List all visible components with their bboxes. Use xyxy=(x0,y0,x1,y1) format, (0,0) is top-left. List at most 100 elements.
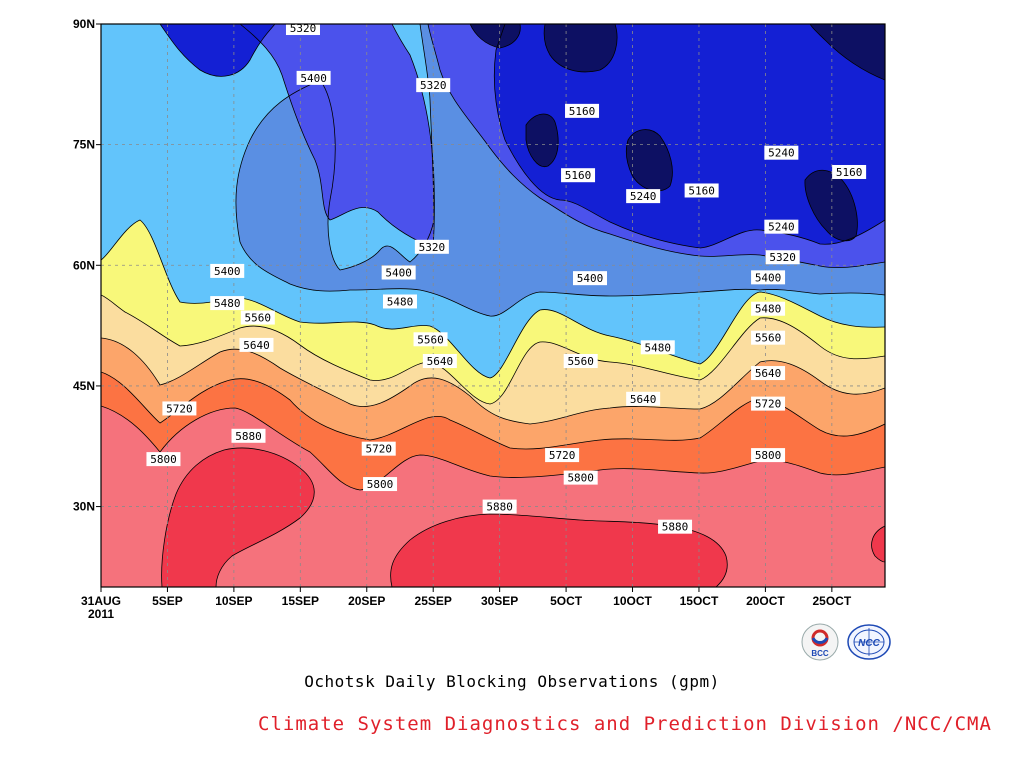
contour-label-text: 5320 xyxy=(290,22,317,35)
contour-label-text: 5320 xyxy=(420,79,447,92)
contour-label: 5800 xyxy=(751,448,786,463)
contour-label-box xyxy=(210,263,245,278)
contour-label: 5880 xyxy=(482,499,517,514)
x-tick-label: 15SEP xyxy=(282,594,319,608)
contour-label-text: 5480 xyxy=(755,303,782,316)
plot-frame xyxy=(100,23,886,588)
fill-band-above-5880-1 xyxy=(161,448,315,587)
contour-label-box xyxy=(482,499,517,514)
contour-label: 5240 xyxy=(764,219,799,234)
contour-label-box xyxy=(422,353,457,368)
bcc-logo: BCC xyxy=(800,622,840,662)
contour-label-text: 5400 xyxy=(214,265,241,278)
contour-label-box xyxy=(751,301,786,316)
contour-label-box xyxy=(416,78,451,93)
contour-label-box xyxy=(764,145,799,160)
contour-label-text: 5640 xyxy=(630,393,657,406)
fill-band-below-5160-1 xyxy=(470,24,521,48)
contour-label: 5160 xyxy=(565,103,600,118)
contour-label-box xyxy=(751,448,786,463)
y-tick-label: 75N xyxy=(73,138,95,152)
contour-label-box xyxy=(414,239,449,254)
bcc-logo-text: BCC xyxy=(811,649,829,658)
contour-label-text: 5160 xyxy=(569,105,596,118)
contour-label: 5800 xyxy=(363,477,398,492)
contour-label-box xyxy=(382,294,417,309)
fill-band-below-5160-2 xyxy=(544,24,618,72)
contour-label: 5240 xyxy=(764,145,799,160)
contour-label: 5480 xyxy=(640,340,675,355)
contour-label: 5720 xyxy=(545,448,580,463)
contour-fill-layers: 5320 5400 5320 5160 5240 5160 5240 5160 5160 5240… xyxy=(101,22,885,587)
x-tick-label: 25OCT xyxy=(813,594,852,608)
contour-label: 5480 xyxy=(210,296,245,311)
fill-band-below-5160-4 xyxy=(626,129,673,191)
fill-band-below-5160-3 xyxy=(526,114,559,167)
contour-label-box xyxy=(381,265,416,280)
contour-label: 5720 xyxy=(361,441,396,456)
x-tick-label: 20SEP xyxy=(348,594,385,608)
contour-label-text: 5400 xyxy=(577,272,604,285)
contour-label: 5480 xyxy=(382,294,417,309)
y-axis: 90N 75N 60N 45N 30N xyxy=(73,17,101,514)
footer-credit: Climate System Diagnostics and Predictio… xyxy=(258,713,992,735)
chart-title: Ochotsk Daily Blocking Observations (gpm… xyxy=(304,672,720,691)
contour-label: 5160 xyxy=(832,164,867,179)
contour-label: 5560 xyxy=(413,332,448,347)
contour-label-text: 5560 xyxy=(755,332,782,345)
contour-label-text: 5720 xyxy=(166,402,193,415)
x-tick-label: 10SEP xyxy=(215,594,252,608)
contour-label-text: 5160 xyxy=(688,184,715,197)
contour-label-box xyxy=(413,332,448,347)
x-tick-label: 31AUG xyxy=(81,594,121,608)
contour-label: 5800 xyxy=(146,452,181,467)
contour-label-box xyxy=(751,330,786,345)
contour-label-box xyxy=(751,396,786,411)
contour-label: 5800 xyxy=(563,470,598,485)
contour-label: 5400 xyxy=(381,265,416,280)
y-tick-label: 90N xyxy=(73,17,95,31)
ncc-logo: NCC xyxy=(846,622,892,662)
contour-label-text: 5880 xyxy=(235,430,262,443)
contour-label-text: 5560 xyxy=(417,333,444,346)
contour-label-text: 5720 xyxy=(549,449,576,462)
contour-label: 5720 xyxy=(162,401,197,416)
contour-label-text: 5560 xyxy=(245,312,272,325)
contour-label: 5560 xyxy=(751,330,786,345)
contour-label: 5400 xyxy=(210,263,245,278)
contour-label: 5320 xyxy=(765,250,800,265)
x-tick-label: 10OCT xyxy=(613,594,652,608)
contour-label-text: 5400 xyxy=(300,72,327,85)
contour-label-text: 5800 xyxy=(367,478,394,491)
ncc-logo-text: NCC xyxy=(858,638,880,649)
contour-label: 5240 xyxy=(626,189,661,204)
contour-label-text: 5400 xyxy=(755,271,782,284)
contour-label-box xyxy=(146,452,181,467)
contour-label-box xyxy=(565,103,600,118)
contour-label-text: 5320 xyxy=(419,241,446,254)
contour-label-box xyxy=(563,353,598,368)
contour-label-text: 5160 xyxy=(565,169,592,182)
x-tick-label: 5SEP xyxy=(152,594,183,608)
contour-label-text: 5800 xyxy=(567,472,594,485)
contour-label: 5640 xyxy=(751,366,786,381)
contour-label: 5560 xyxy=(240,310,275,325)
contour-label-box xyxy=(210,296,245,311)
contour-label-text: 5560 xyxy=(567,355,594,368)
x-tick-label: 30SEP xyxy=(481,594,518,608)
contour-label: 5640 xyxy=(239,337,274,352)
contour-label: 5320 xyxy=(416,78,451,93)
contour-label-text: 5800 xyxy=(150,453,177,466)
contour-label-box xyxy=(626,391,661,406)
contour-label-text: 5480 xyxy=(645,341,672,354)
contour-label: 5320 xyxy=(414,239,449,254)
contour-label-text: 5640 xyxy=(243,339,270,352)
contour-label: 5880 xyxy=(231,428,266,443)
fill-band-above-5880-2 xyxy=(390,514,728,587)
contour-label-text: 5880 xyxy=(486,501,513,514)
contour-label-text: 5480 xyxy=(387,295,414,308)
contour-label-box xyxy=(563,470,598,485)
contour-label-box xyxy=(162,401,197,416)
contour-label: 5320 xyxy=(285,22,320,36)
